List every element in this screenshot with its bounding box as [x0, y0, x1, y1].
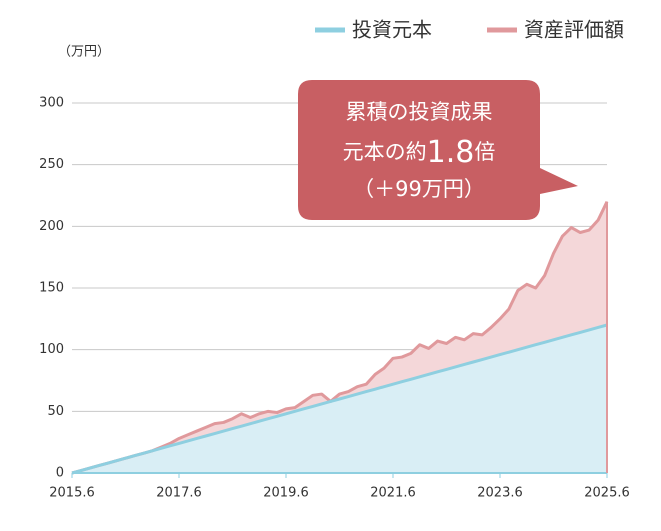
x-tick-label: 2025.6 — [584, 486, 630, 501]
plot: 0 50 100 150 200 250 300 2015.6 2017.6 2019.6 2021… — [39, 96, 630, 501]
x-tick-label: 2015.6 — [49, 486, 95, 501]
callout-line: 元本の約1.8倍 — [343, 135, 496, 170]
callout-line: （＋99万円） — [353, 177, 485, 201]
y-tick-label: 0 — [56, 466, 64, 481]
y-tick-label: 250 — [39, 157, 64, 172]
y-tick-label: 100 — [39, 342, 64, 357]
y-tick-label: 200 — [39, 219, 64, 234]
y-tick-label: 150 — [39, 281, 64, 296]
callout: 累積の投資成果 元本の約1.8倍 （＋99万円） — [298, 80, 578, 220]
x-tick-label: 2019.6 — [263, 486, 309, 501]
series-line — [71, 323, 608, 475]
x-tick-label: 2017.6 — [156, 486, 202, 501]
callout-text: 倍 — [474, 140, 495, 164]
x-tick-label: 2021.6 — [370, 486, 416, 501]
callout-text: 元本の約 — [343, 140, 427, 164]
callout-line: 累積の投資成果 — [346, 100, 493, 124]
unit-label: （万円） — [58, 45, 110, 60]
callout-value: 1.8 — [427, 135, 475, 170]
x-tick-label: 2023.6 — [477, 486, 523, 501]
legend-label: 資産評価額 — [524, 18, 624, 42]
legend: 投資元本 資産評価額 — [315, 18, 624, 42]
legend-label: 投資元本 — [352, 18, 432, 42]
y-tick-label: 300 — [39, 96, 64, 111]
y-tick-label: 50 — [47, 404, 64, 419]
callout-box — [298, 80, 578, 220]
